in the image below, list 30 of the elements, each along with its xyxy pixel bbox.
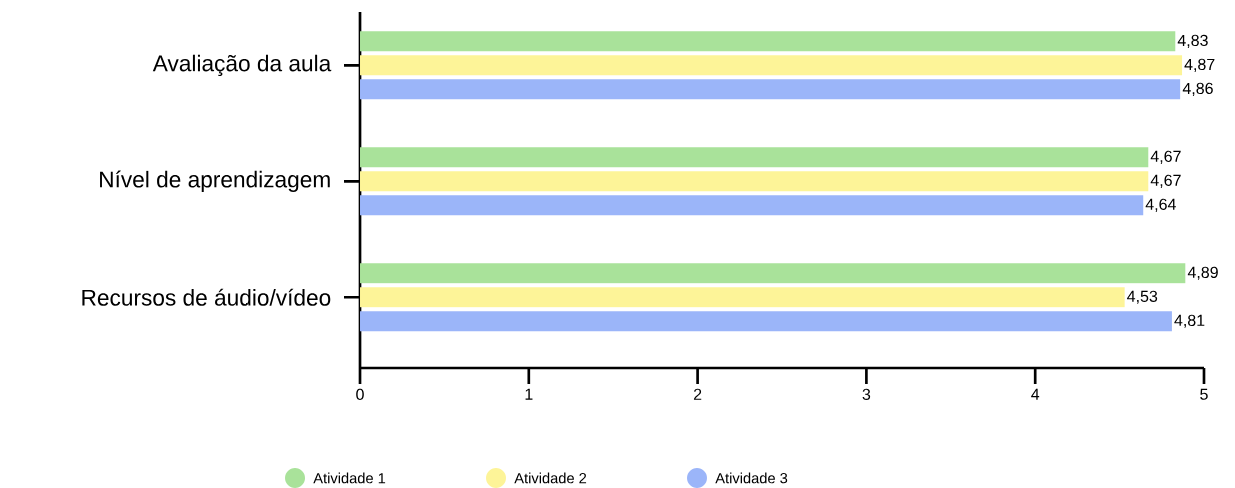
legend-label: Atividade 3: [715, 472, 788, 484]
legend-label: Atividade 1: [313, 472, 386, 484]
x-tick-label: 3: [862, 388, 871, 401]
bar: [360, 171, 1149, 192]
bar: [360, 195, 1144, 216]
bar: [360, 263, 1186, 284]
bar: [360, 287, 1125, 308]
x-tick-label: 0: [356, 388, 364, 401]
data-label: 4,81: [1174, 314, 1205, 328]
x-tick-label: 4: [1031, 388, 1040, 400]
data-label: 4,86: [1182, 82, 1213, 96]
y-tick-label: Avaliação da aula: [152, 54, 332, 76]
data-label: 4,89: [1187, 266, 1218, 280]
bar: [360, 31, 1176, 52]
x-tick-label: 5: [1200, 388, 1208, 400]
bar: [360, 79, 1181, 100]
bar: [360, 311, 1172, 332]
x-tick-label: 2: [693, 388, 702, 400]
data-label: 4,67: [1150, 174, 1181, 188]
bar: [360, 55, 1183, 76]
bar: [360, 147, 1149, 168]
data-label: 4,67: [1150, 150, 1181, 164]
legend-label: Atividade 2: [514, 472, 587, 484]
x-tick-label: 1: [525, 388, 533, 400]
y-tick-label: Nível de aprendizagem: [100, 170, 330, 192]
data-label: 4,53: [1127, 290, 1158, 304]
data-label: 4,83: [1177, 34, 1208, 48]
data-label: 4,64: [1145, 198, 1176, 212]
data-label: 4,87: [1184, 58, 1215, 72]
y-tick-label: Recursos de áudio/vídeo: [82, 288, 331, 306]
